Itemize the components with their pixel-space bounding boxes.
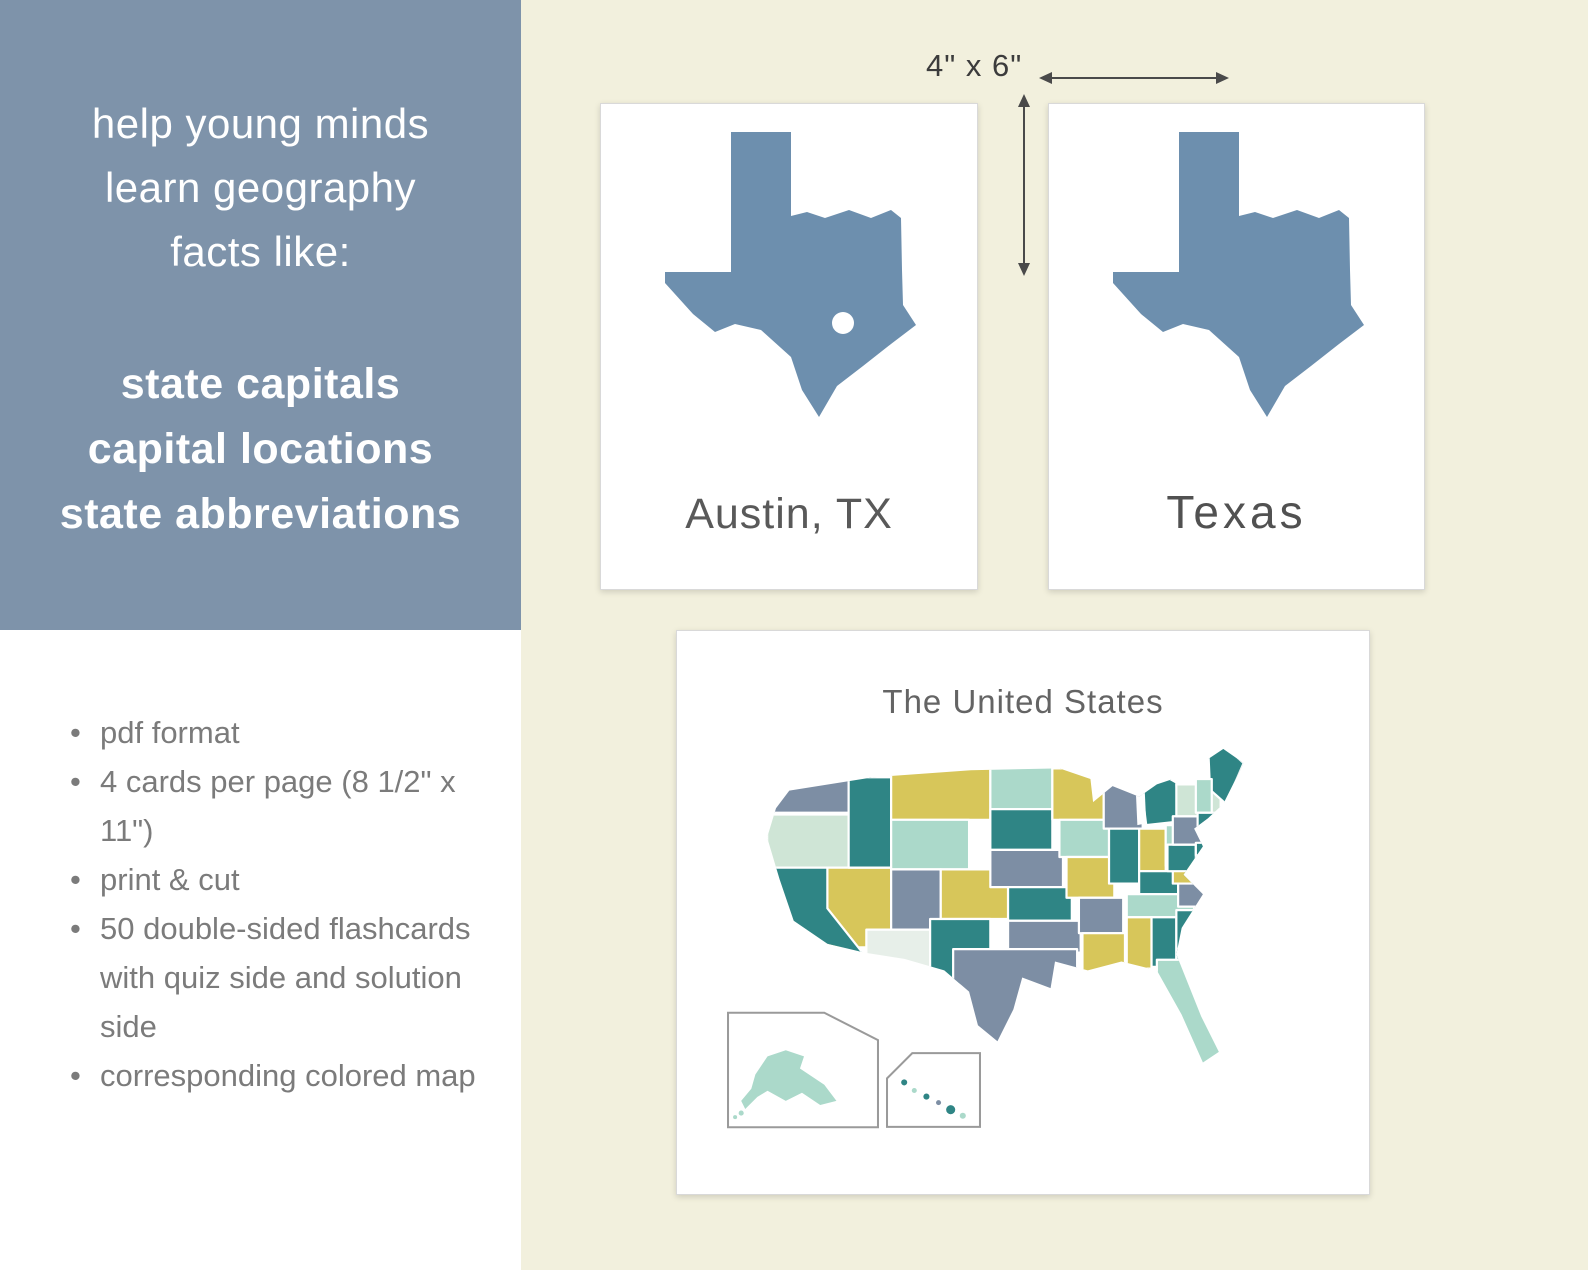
horizontal-dimension-arrow-icon bbox=[1039, 72, 1229, 84]
promo-panel: help young minds learn geography facts l… bbox=[0, 0, 521, 630]
us-map-card: The United States bbox=[676, 630, 1370, 1195]
headline-line: learn geography bbox=[104, 164, 417, 211]
flashcard-capital-side: Austin, TX bbox=[600, 103, 978, 590]
promo-bold-line: state abbreviations bbox=[59, 490, 462, 538]
texas-shape bbox=[1112, 132, 1364, 417]
texas-silhouette bbox=[1112, 132, 1364, 417]
feature-item: 50 double-sided flashcards with quiz sid… bbox=[66, 904, 481, 1051]
state-card-label: Texas bbox=[1166, 486, 1307, 538]
promo-bold-line: state capitals bbox=[120, 360, 401, 408]
headline-line: help young minds bbox=[91, 100, 430, 147]
features-panel: pdf format 4 cards per page (8 1/2" x 11… bbox=[0, 630, 521, 1270]
hawaii-inset-border bbox=[886, 1052, 981, 1128]
map-title: The United States bbox=[882, 683, 1164, 720]
flashcard-state-side: Texas bbox=[1048, 103, 1425, 590]
vertical-dimension-arrow-icon bbox=[1018, 94, 1030, 276]
features-list: pdf format 4 cards per page (8 1/2" x 11… bbox=[66, 708, 481, 1100]
left-column: help young minds learn geography facts l… bbox=[0, 0, 521, 1270]
promo-bold-block: state capitals capital locations state a… bbox=[0, 352, 521, 547]
headline-line: facts like: bbox=[170, 228, 351, 275]
hawaii-inset bbox=[886, 1052, 981, 1128]
capital-card-label: Austin, TX bbox=[685, 490, 893, 538]
feature-item: 4 cards per page (8 1/2" x 11") bbox=[66, 757, 481, 855]
feature-item: pdf format bbox=[66, 708, 481, 757]
alaska-silhouette bbox=[741, 1050, 837, 1110]
feature-item: corresponding colored map bbox=[66, 1051, 481, 1100]
us-map bbox=[767, 748, 1244, 1063]
texas-shape-with-capital-dot bbox=[665, 132, 916, 417]
feature-item: print & cut bbox=[66, 855, 481, 904]
texas-silhouette bbox=[665, 132, 916, 417]
alaska-inset bbox=[727, 1011, 879, 1129]
alaska-inset-border bbox=[727, 1011, 879, 1129]
card-dimensions-label: 4" x 6" bbox=[926, 48, 1023, 83]
capital-location-dot bbox=[832, 312, 854, 334]
right-area: 4" x 6" Austin, TX Texas bbox=[521, 0, 1588, 1270]
promo-bold-line: capital locations bbox=[87, 425, 434, 473]
